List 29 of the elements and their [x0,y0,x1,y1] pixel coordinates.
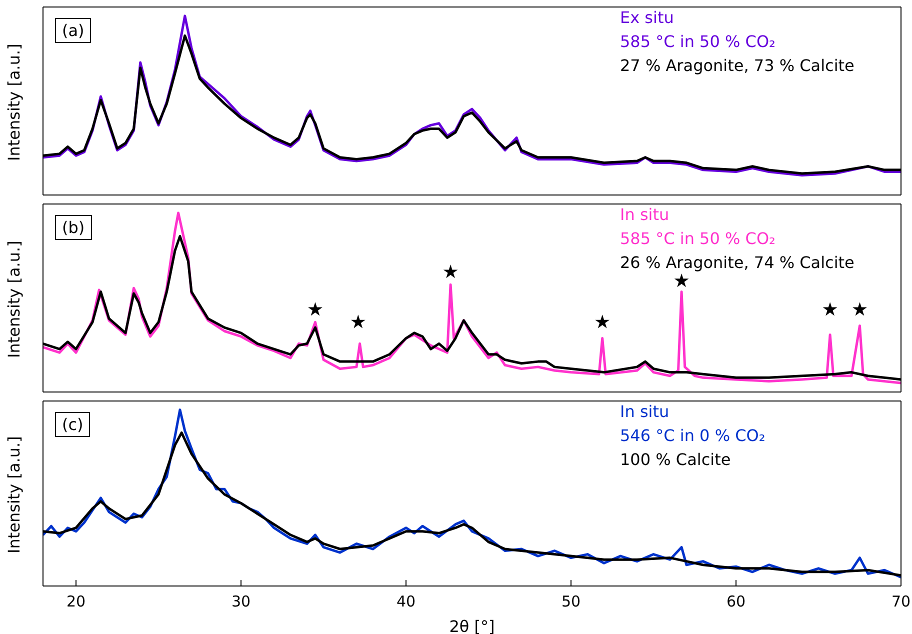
y-axis-title: Intensity [a.u.] [4,436,24,554]
point [443,264,458,278]
y-axis-title: Intensity [a.u.] [4,44,24,161]
point [350,314,366,328]
x-tick-label: 60 [726,592,746,611]
x-tick-label: 70 [891,592,911,611]
point [822,302,838,316]
x-tick-label: 40 [396,592,416,611]
annotation: 100 % Calcite [620,450,731,469]
point [595,314,610,328]
point [308,302,322,316]
annotation: Ex situ [620,8,674,27]
annotation: (a) [55,18,92,43]
y-axis-title: Intensity [a.u.] [4,240,24,358]
annotation: 27 % Aragonite, 73 % Calcite [620,56,854,75]
point [852,302,867,316]
annotation: 585 °C in 50 % CO₂ [620,229,776,248]
annotation: In situ [620,402,670,421]
annotation: (b) [55,215,92,240]
x-axis-title: 2θ [°] [449,617,495,634]
x-tick-label: 30 [231,592,251,611]
annotation: 585 °C in 50 % CO₂ [620,32,776,51]
x-tick-label: 50 [561,592,581,611]
annotation: (c) [55,412,90,437]
point [674,273,689,288]
annotation: 26 % Aragonite, 74 % Calcite [620,253,854,272]
x-tick-label: 20 [66,592,86,611]
annotation: 546 °C in 0 % CO₂ [620,426,766,445]
annotation: In situ [620,205,670,224]
